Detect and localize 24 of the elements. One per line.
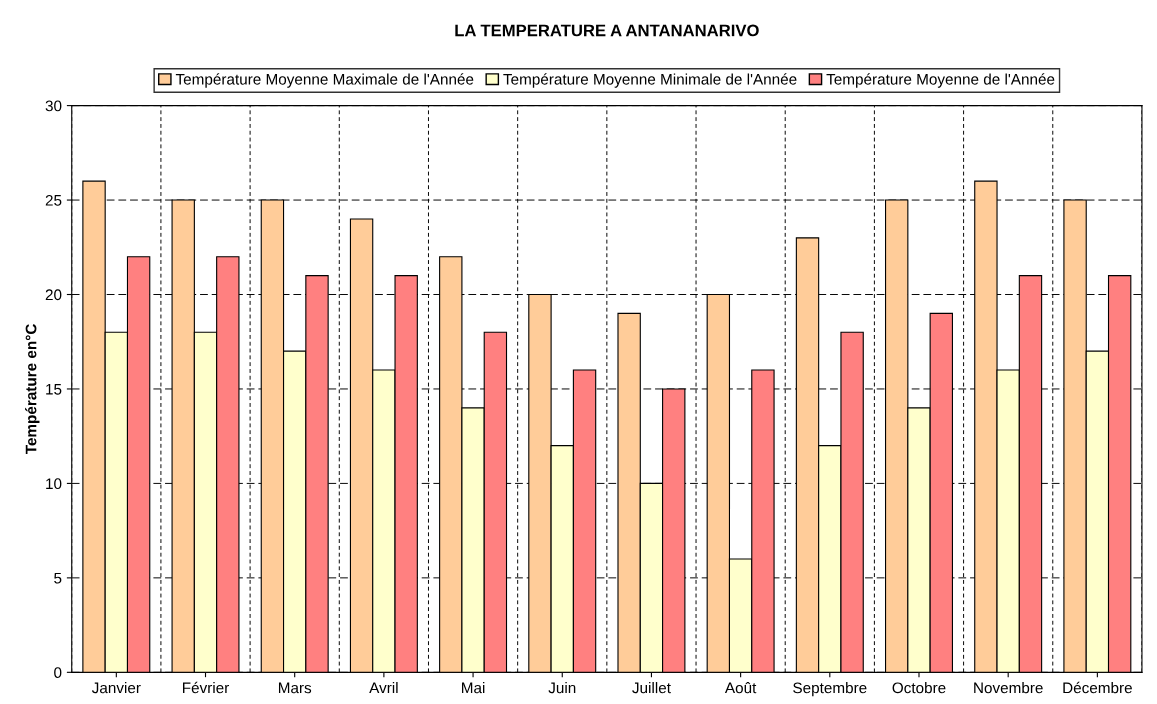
y-tick-label: 30 bbox=[45, 100, 62, 112]
legend-label: Température Moyenne Minimale de l'Année bbox=[503, 73, 797, 88]
y-tick-label: 20 bbox=[45, 289, 62, 301]
x-tick-label: Mai bbox=[462, 682, 485, 694]
y-tick-label: 25 bbox=[45, 194, 62, 206]
y-tick-label: 5 bbox=[54, 572, 62, 584]
y-tick-label: 0 bbox=[54, 667, 62, 679]
x-tick-label: Octobre bbox=[892, 682, 946, 694]
x-tick-label: Juin bbox=[548, 682, 576, 694]
x-tick-label: Novembre bbox=[974, 682, 1043, 694]
x-tick-label: Août bbox=[724, 681, 757, 694]
x-tick-label: Mars bbox=[278, 682, 312, 694]
x-tick-label: Avril bbox=[369, 682, 398, 694]
y-tick-label: 10 bbox=[46, 478, 62, 490]
x-tick-label: Décembre bbox=[1063, 681, 1132, 694]
chart-title: LA TEMPERATURE A ANTANANARIVO bbox=[455, 24, 759, 37]
legend-label: Température Moyenne Maximale de l'Année bbox=[175, 73, 474, 88]
y-tick-label: 15 bbox=[46, 383, 62, 395]
x-tick-label: Juillet bbox=[632, 682, 671, 694]
x-tick-label: Septembre bbox=[793, 682, 867, 697]
x-tick-label: Janvier bbox=[91, 682, 141, 694]
legend-label: Température Moyenne de l'Année bbox=[826, 73, 1055, 88]
y-axis-title: Température en°C bbox=[25, 324, 40, 455]
x-tick-label: Février bbox=[183, 681, 230, 694]
